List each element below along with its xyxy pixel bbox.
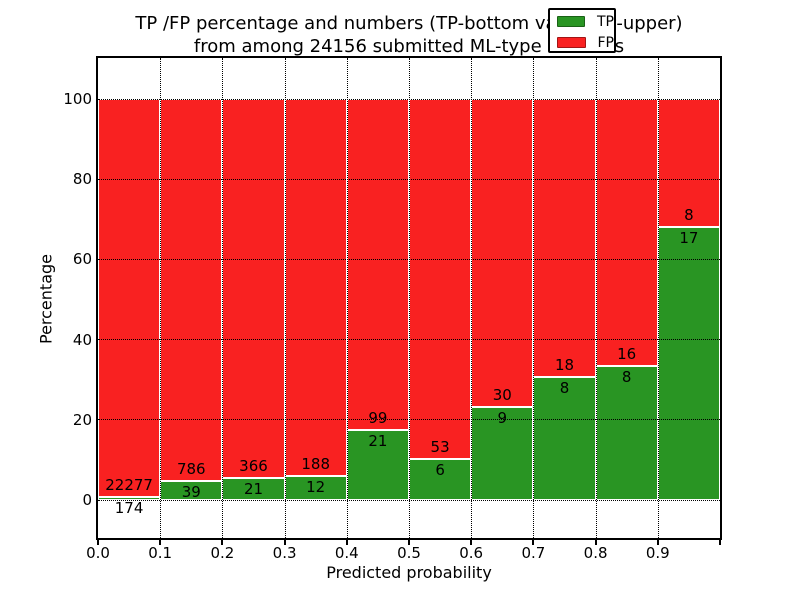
bar-tp-segment <box>657 227 720 500</box>
bar-fp-segment <box>284 99 347 476</box>
bar-fp-segment <box>222 99 285 479</box>
x-tick-label: 0.2 <box>210 544 235 562</box>
tp-count-label: 9 <box>497 409 508 428</box>
y-tick-label: 100 <box>63 90 92 108</box>
x-tick-mark <box>97 540 99 545</box>
tp-count-label: 39 <box>181 483 201 502</box>
legend-label: TP <box>597 13 614 30</box>
bar-tp-segment <box>98 496 161 500</box>
legend: TP FP <box>548 8 616 53</box>
vertical-gridline <box>409 58 410 538</box>
bar-tp-segment <box>284 475 347 500</box>
chart-title-line-2: from among 24156 submitted ML-type conta… <box>193 36 625 57</box>
fp-count-label: 30 <box>492 386 512 405</box>
y-tick-label: 60 <box>72 250 92 269</box>
x-tick-mark <box>345 540 348 545</box>
tp-count-label: 174 <box>114 498 144 517</box>
x-tick-mark <box>159 540 162 545</box>
x-tick-mark <box>532 540 535 545</box>
x-tick-mark <box>470 540 473 545</box>
x-tick-label: 0.8 <box>583 544 608 562</box>
legend-swatch-tp <box>557 16 585 27</box>
x-tick-mark <box>719 540 721 545</box>
vertical-gridline <box>222 58 224 538</box>
chart-title-line-1: TP /FP percentage and numbers (TP-bottom… <box>135 13 683 34</box>
y-tick-label: 80 <box>72 170 92 189</box>
tp-count-label: 8 <box>559 378 570 397</box>
bar-tp-segment <box>471 407 534 500</box>
bar-fp-segment <box>98 99 161 497</box>
bar-fp-segment <box>160 99 223 482</box>
y-tick-label: 20 <box>72 410 92 429</box>
vertical-gridline <box>471 58 473 538</box>
fp-count-label: 366 <box>239 457 268 476</box>
vertical-gridline <box>595 58 597 538</box>
legend-label: FP <box>597 34 615 51</box>
x-tick-label: 0.4 <box>334 544 359 562</box>
fp-count-label: 786 <box>176 460 206 479</box>
x-tick-label: 0.0 <box>86 544 110 562</box>
fp-count-label: 99 <box>368 408 388 427</box>
vertical-gridline <box>346 58 348 538</box>
bar-fp-segment <box>471 99 534 408</box>
x-tick-label: 0.9 <box>645 544 670 562</box>
bar-fp-segment <box>533 99 596 377</box>
x-tick-mark <box>656 540 659 545</box>
fp-count-label: 188 <box>301 454 330 473</box>
vertical-gridline <box>533 58 535 538</box>
legend-swatch-fp <box>557 37 586 48</box>
x-tick-label: 0.5 <box>397 544 421 562</box>
vertical-gridline <box>284 58 286 538</box>
x-tick-label: 0.6 <box>459 544 484 562</box>
x-tick-mark <box>408 540 410 545</box>
plot-area: 22277 174 786 39 366 21 188 12 99 21 53 6 30 9 18 8 16 8 8… <box>98 58 720 538</box>
x-tick-label: 0.1 <box>148 544 173 562</box>
legend-item: TP <box>550 12 614 31</box>
x-tick-mark <box>283 540 286 545</box>
y-tick-label: 0 <box>82 491 92 509</box>
tp-count-label: 21 <box>368 431 388 450</box>
tp-count-label: 6 <box>435 461 445 480</box>
fp-count-label: 53 <box>430 438 450 457</box>
fp-count-label: 16 <box>617 345 637 364</box>
tp-count-label: 21 <box>243 480 264 499</box>
y-tick-label: 40 <box>72 330 92 349</box>
x-tick-label: 0.3 <box>272 544 297 562</box>
tp-count-label: 12 <box>306 477 326 496</box>
tp-count-label: 17 <box>679 229 699 248</box>
bar-fp-segment <box>409 99 472 460</box>
fp-count-label: 18 <box>554 355 575 374</box>
fp-count-label: 8 <box>684 206 694 225</box>
tp-count-label: 8 <box>621 368 632 387</box>
legend-item: FP <box>550 33 614 52</box>
chart-title: TP /FP percentage and numbers (TP-bottom… <box>98 12 720 58</box>
vertical-gridline <box>160 58 162 538</box>
x-tick-mark <box>594 540 597 545</box>
x-tick-mark <box>221 540 224 545</box>
bar-tp-segment <box>595 366 658 500</box>
fp-count-label: 22277 <box>105 475 153 494</box>
x-axis-label: Predicted probability <box>326 563 492 582</box>
x-tick-label: 0.7 <box>521 544 546 562</box>
bar-tp-segment <box>346 429 409 500</box>
bar-fp-segment <box>346 99 409 430</box>
bar-fp-segment <box>595 99 658 367</box>
vertical-gridline <box>657 58 659 538</box>
